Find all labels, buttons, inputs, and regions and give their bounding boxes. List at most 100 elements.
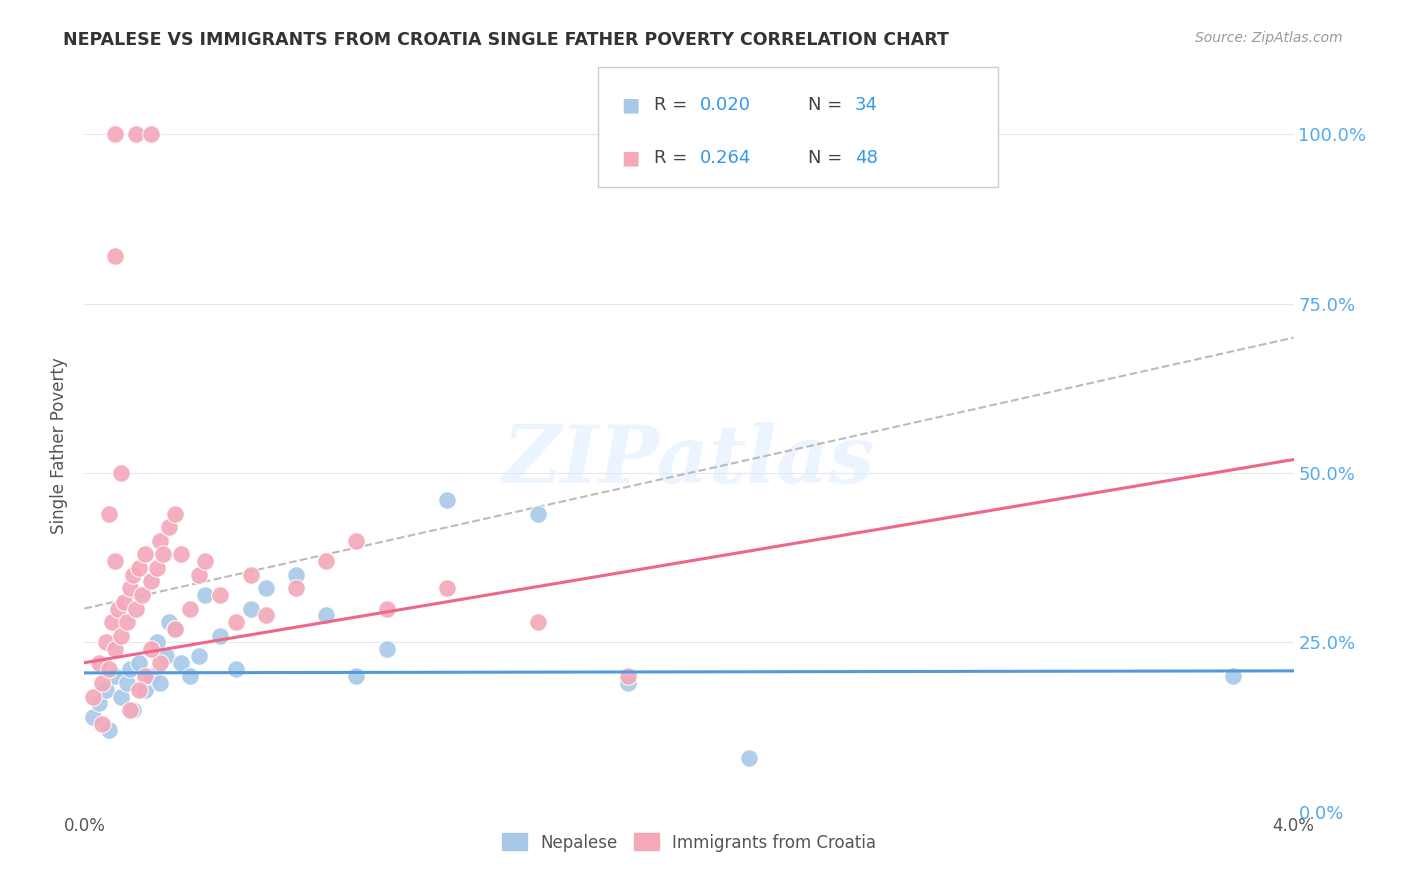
Point [139,642,162,657]
Point [194,554,217,568]
Point [110,466,132,480]
Point [155,648,177,663]
Point [436,581,458,595]
Point [527,507,550,521]
Point [239,601,262,615]
Point [225,615,247,629]
Point [134,682,156,697]
Point [97,507,120,521]
Point [285,581,308,595]
Text: R =: R = [654,95,693,114]
Point [89,656,111,670]
Point [617,669,640,683]
Point [110,690,132,704]
Point [146,561,169,575]
Point [170,656,193,670]
Point [436,493,458,508]
Point [104,249,127,263]
Point [239,567,262,582]
Point [165,507,187,521]
Point [738,750,761,764]
Point [149,533,172,548]
Point [346,533,368,548]
Point [188,648,211,663]
Point [285,567,308,582]
Point [315,554,337,568]
Point [254,581,277,595]
Point [170,547,193,561]
Point [375,642,398,657]
Point [112,595,135,609]
Point [146,635,169,649]
Point [104,128,127,142]
Point [128,682,150,697]
Text: R =: R = [654,149,693,168]
Point [149,656,172,670]
Point [104,554,127,568]
Point [149,676,172,690]
Point [97,723,120,738]
Text: ZIPatlas: ZIPatlas [503,422,875,500]
Text: N =: N = [808,149,848,168]
Point [94,682,117,697]
Point [527,615,550,629]
Point [139,669,162,683]
Point [194,588,217,602]
Point [91,716,114,731]
Text: 0.020: 0.020 [700,95,751,114]
Point [121,703,143,717]
Point [118,581,141,595]
Point [131,588,153,602]
Point [209,588,232,602]
Point [104,669,127,683]
Point [82,710,104,724]
Point [115,676,138,690]
Point [91,676,114,690]
Text: 34: 34 [855,95,877,114]
Point [110,629,132,643]
Text: 48: 48 [855,149,877,168]
Point [1222,669,1244,683]
Text: 0.264: 0.264 [700,149,752,168]
Text: Source: ZipAtlas.com: Source: ZipAtlas.com [1195,31,1343,45]
Point [139,128,162,142]
Point [104,642,127,657]
Point [128,656,150,670]
Point [617,676,640,690]
Point [121,567,143,582]
Text: ■: ■ [621,95,640,114]
Text: NEPALESE VS IMMIGRANTS FROM CROATIA SINGLE FATHER POVERTY CORRELATION CHART: NEPALESE VS IMMIGRANTS FROM CROATIA SING… [63,31,949,49]
Point [134,547,156,561]
Text: ■: ■ [621,149,640,168]
Legend: Nepalese, Immigrants from Croatia: Nepalese, Immigrants from Croatia [495,827,883,858]
Point [165,622,187,636]
Point [225,663,247,677]
Point [115,615,138,629]
Point [134,669,156,683]
Point [157,615,180,629]
Point [94,635,117,649]
Point [118,663,141,677]
Point [157,520,180,534]
Text: N =: N = [808,95,848,114]
Y-axis label: Single Father Poverty: Single Father Poverty [51,358,69,534]
Point [152,547,174,561]
Point [179,669,201,683]
Point [139,574,162,589]
Point [188,567,211,582]
Point [82,690,104,704]
Point [100,615,122,629]
Point [125,601,148,615]
Point [254,608,277,623]
Point [209,629,232,643]
Point [375,601,398,615]
Point [97,663,120,677]
Point [128,561,150,575]
Point [125,128,148,142]
Point [179,601,201,615]
Point [118,703,141,717]
Point [107,601,129,615]
Point [315,608,337,623]
Point [89,697,111,711]
Point [346,669,368,683]
